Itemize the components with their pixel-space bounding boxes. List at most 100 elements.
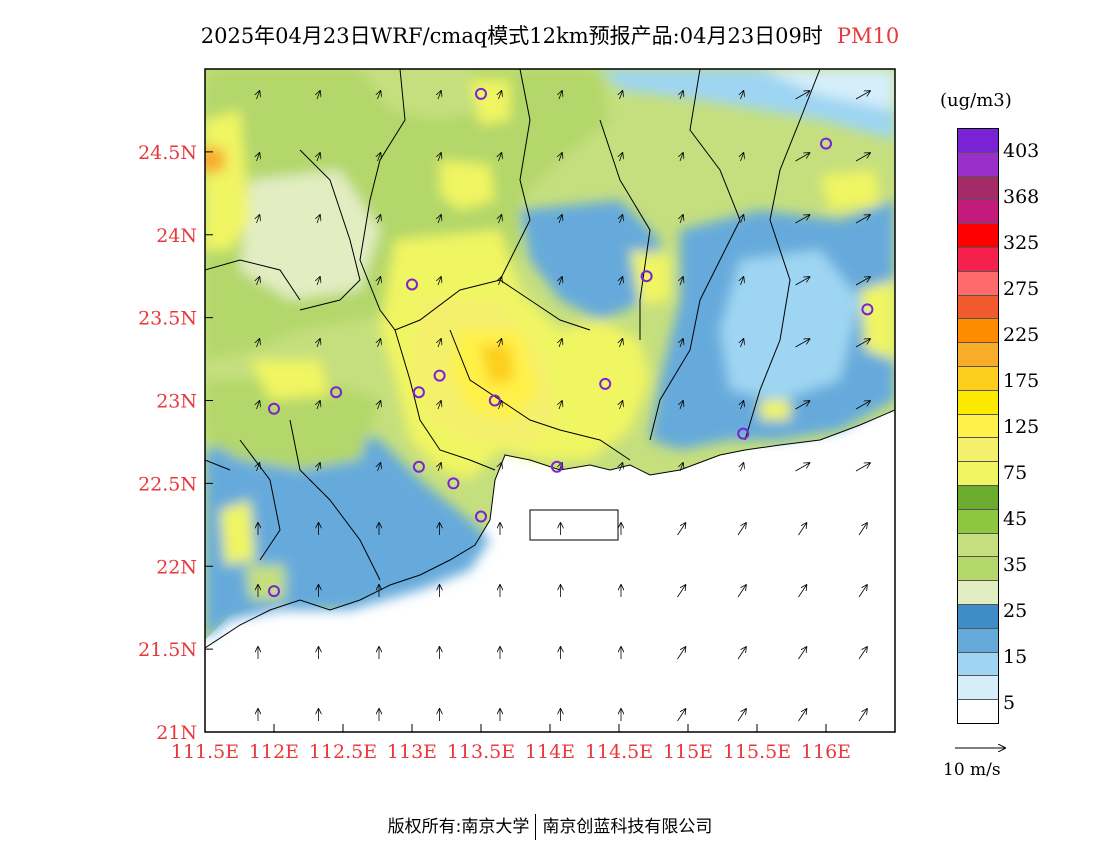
wind-arrow (317, 153, 320, 162)
wind-arrow (620, 401, 623, 410)
wind-arrow (317, 463, 320, 472)
legend-swatch (958, 223, 998, 247)
legend-swatch (958, 294, 998, 319)
station-marker (475, 510, 487, 523)
wind-arrow (798, 709, 807, 722)
wind-arrow (257, 215, 260, 224)
wind-arrow (741, 215, 744, 224)
wind-arrow (257, 339, 260, 348)
legend-swatch (958, 699, 998, 723)
chart-title: 2025年04月23日WRF/cmaq模式12km预报产品:04月23日09时 P… (0, 20, 1100, 50)
lon-tick-label: 111.5E (171, 741, 239, 763)
station-marker (737, 427, 750, 440)
wind-arrow (741, 463, 744, 472)
lon-tick-label: 114.5E (585, 741, 653, 763)
wind-arrow (798, 523, 807, 536)
legend-label: 5 (1003, 692, 1016, 714)
station-marker (412, 460, 425, 473)
axis-ticks (204, 151, 827, 733)
wind-arrow (677, 585, 686, 598)
wind-arrow (855, 153, 870, 162)
legend-label: 403 (1003, 140, 1040, 162)
wind-arrow (798, 585, 807, 598)
wind-arrow (737, 647, 746, 660)
legend-swatch (958, 318, 998, 343)
wind-arrow (499, 91, 502, 100)
wind-arrow (858, 585, 867, 598)
legend-label: 225 (1003, 324, 1040, 346)
station-marker (640, 270, 653, 283)
wind-arrow (257, 401, 260, 410)
wind-arrow (795, 401, 810, 410)
legend-label: 275 (1003, 278, 1040, 300)
wind-arrow (855, 215, 870, 224)
wind-arrow (858, 523, 867, 536)
wind-arrow (559, 215, 562, 224)
station-marker (550, 460, 563, 473)
wind-arrow (438, 463, 441, 472)
wind-arrow (438, 153, 441, 162)
wind-arrow (559, 153, 562, 162)
station-marker (412, 386, 425, 399)
station-marker (268, 402, 280, 415)
wind-arrow (858, 647, 867, 660)
legend-swatch (958, 532, 998, 557)
copyright: 版权所有:南京大学 南京创蓝科技有限公司 (0, 812, 1100, 840)
lon-tick-label: 116E (801, 741, 851, 763)
wind-arrow (499, 463, 502, 472)
wind-arrow (737, 585, 746, 598)
legend-swatch (958, 199, 998, 224)
legend-label: 125 (1003, 416, 1040, 438)
station-marker (433, 369, 446, 382)
wind-arrow (677, 523, 686, 536)
lon-tick-label: 112E (249, 741, 299, 763)
legend-units: (ug/m3) (940, 90, 1012, 111)
wind-arrow (741, 153, 744, 162)
legend-label: 368 (1003, 186, 1040, 208)
lon-tick-label: 113.5E (447, 741, 515, 763)
wind-arrow (620, 153, 623, 162)
wind-arrow (620, 339, 623, 348)
wind-arrow (795, 277, 810, 286)
wind-arrow (620, 215, 623, 224)
wind-arrow (741, 277, 744, 286)
wind-arrow (257, 277, 260, 286)
legend-label: 15 (1003, 646, 1028, 668)
legend-label: 175 (1003, 370, 1040, 392)
lat-tick-label: 22N (156, 556, 197, 578)
lat-tick-label: 23.5N (138, 308, 197, 330)
lat-tick-label: 24.5N (138, 142, 197, 164)
axis-labels: 111.5E 112E 112.5E 113E 113.5E 114E 114.5E 115E… (138, 142, 851, 763)
legend-swatch (958, 484, 998, 509)
color-legend (957, 128, 999, 724)
legend-swatch (958, 437, 998, 462)
wind-arrow (855, 277, 870, 286)
wind-arrow (677, 709, 686, 722)
wind-arrow (378, 401, 381, 410)
station-marker (447, 477, 460, 490)
wind-arrow (499, 401, 502, 410)
wind-arrow (378, 277, 381, 286)
title-variable: PM10 (836, 24, 900, 48)
wind-vectors (257, 91, 871, 722)
wind-arrow (855, 91, 870, 100)
station-marker (475, 87, 487, 100)
wind-arrow (499, 339, 502, 348)
wind-arrow (798, 647, 807, 660)
wind-arrow (677, 647, 686, 660)
copyright-separator (535, 814, 537, 840)
wind-arrow (741, 91, 744, 100)
wind-arrow (317, 339, 320, 348)
wind-arrow (499, 153, 502, 162)
lon-tick-label: 115E (663, 741, 713, 763)
station-marker (330, 386, 343, 399)
wind-arrow (499, 277, 502, 286)
wind-arrow (438, 339, 441, 348)
wind-arrow (680, 277, 683, 286)
legend-swatch (958, 675, 998, 700)
wind-arrow (795, 153, 810, 162)
copyright-left: 版权所有:南京大学 (387, 817, 530, 837)
lat-tick-label: 21.5N (138, 639, 197, 661)
legend-swatch (958, 270, 998, 295)
